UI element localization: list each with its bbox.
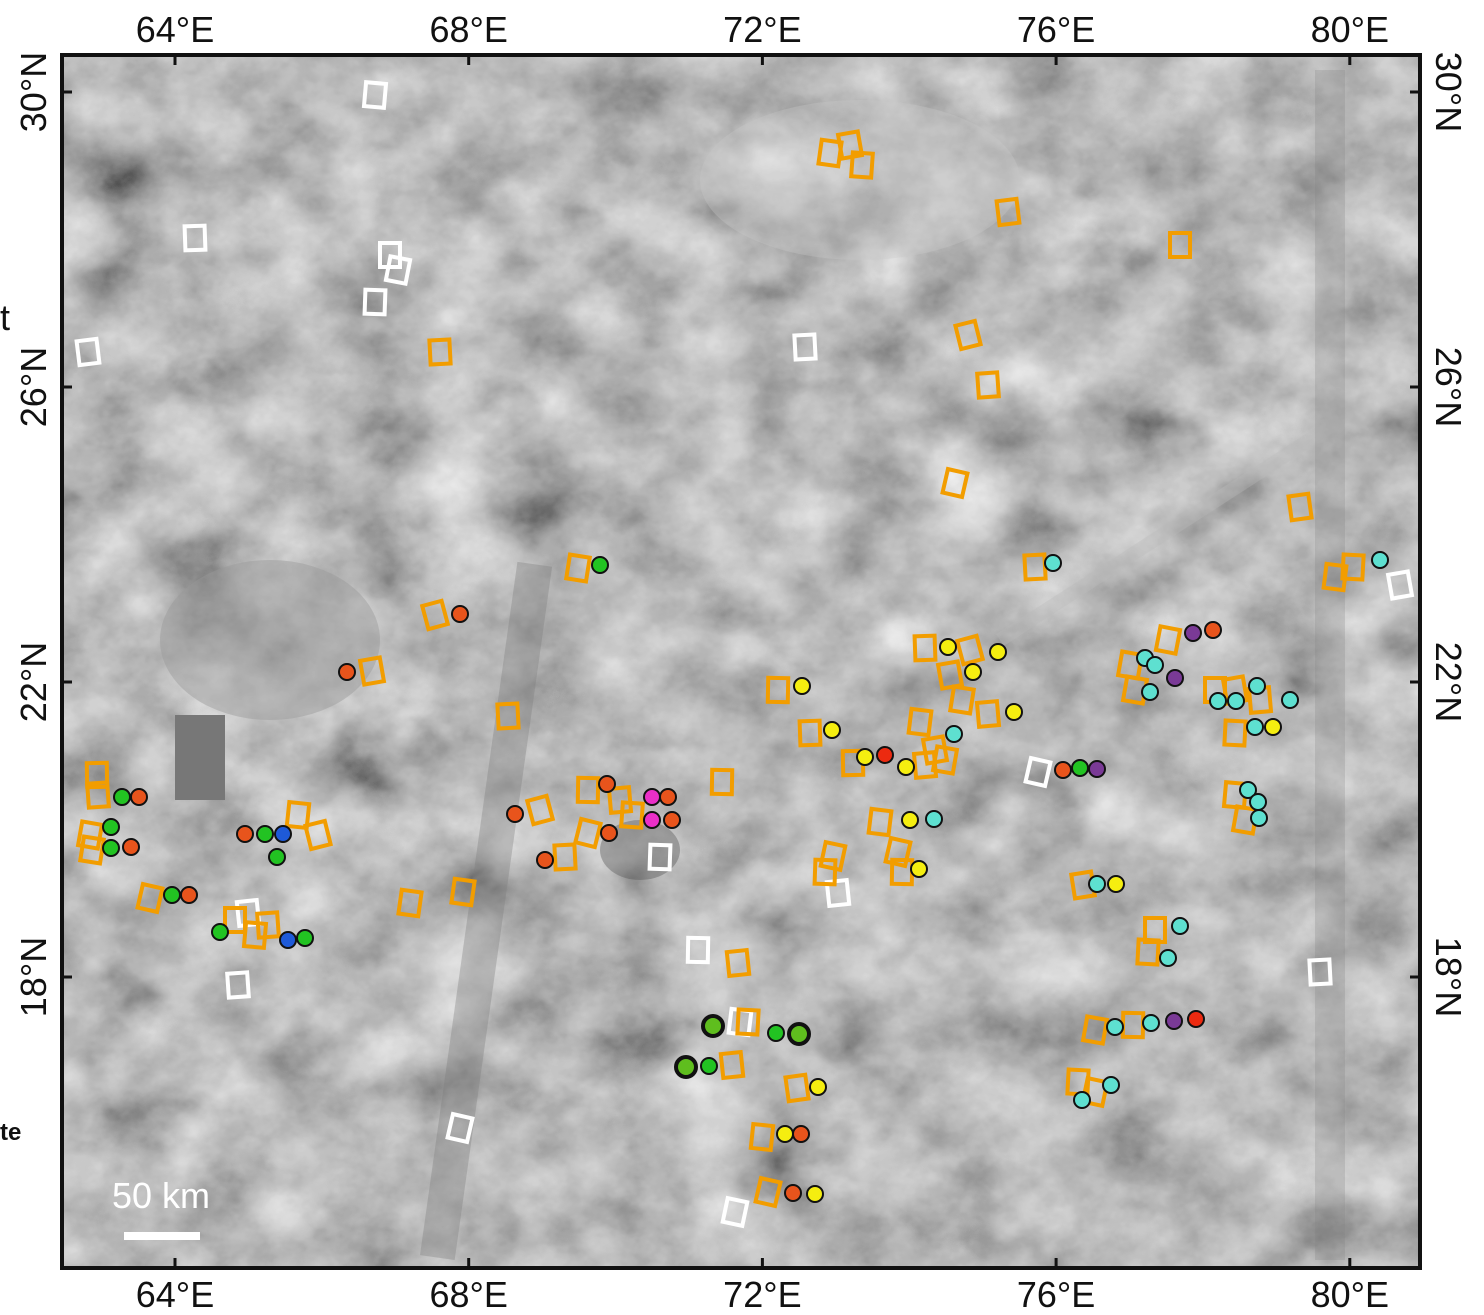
detection-marker bbox=[1250, 794, 1266, 810]
lat-label: 18°N bbox=[1428, 937, 1469, 1017]
detection-marker bbox=[1172, 918, 1188, 934]
detection-marker bbox=[1372, 552, 1388, 568]
detection-marker bbox=[181, 887, 197, 903]
scale-bar bbox=[124, 1232, 200, 1240]
lat-label: 30°N bbox=[1428, 52, 1469, 132]
lon-label: 72°E bbox=[723, 1274, 801, 1315]
detection-marker bbox=[1210, 693, 1226, 709]
detection-marker bbox=[990, 644, 1006, 660]
detection-marker bbox=[164, 887, 180, 903]
detection-marker bbox=[1167, 670, 1183, 686]
detection-marker bbox=[103, 819, 119, 835]
detection-marker bbox=[644, 812, 660, 828]
lat-label: 22°N bbox=[1428, 642, 1469, 722]
detection-marker bbox=[911, 861, 927, 877]
detection-marker bbox=[269, 849, 285, 865]
map-figure: 50 km t te 64°E 64°E 68°E 68°E 72°E 72°E 76°E 7… bbox=[0, 0, 1484, 1315]
detection-marker bbox=[452, 606, 468, 622]
detection-marker bbox=[1160, 950, 1176, 966]
detection-marker bbox=[965, 664, 981, 680]
detection-marker bbox=[1147, 657, 1163, 673]
detection-marker bbox=[1265, 719, 1281, 735]
lat-label: 26°N bbox=[1428, 347, 1469, 427]
detection-marker bbox=[664, 812, 680, 828]
detection-marker bbox=[1185, 625, 1201, 641]
detection-marker bbox=[1089, 761, 1105, 777]
detection-marker bbox=[785, 1185, 801, 1201]
detection-marker bbox=[103, 840, 119, 856]
detection-marker bbox=[1108, 876, 1124, 892]
detection-marker bbox=[280, 932, 296, 948]
detection-marker bbox=[807, 1186, 823, 1202]
detection-marker bbox=[857, 749, 873, 765]
detection-marker bbox=[1143, 1015, 1159, 1031]
detection-marker bbox=[123, 839, 139, 855]
detection-marker bbox=[824, 722, 840, 738]
detection-marker bbox=[592, 557, 608, 573]
edge-fragment: t bbox=[0, 297, 10, 338]
detection-marker bbox=[1107, 1019, 1123, 1035]
edge-fragment: te bbox=[0, 1119, 21, 1146]
detection-marker bbox=[1205, 622, 1221, 638]
lon-label: 68°E bbox=[429, 1274, 507, 1315]
detection-marker bbox=[1045, 555, 1061, 571]
detection-marker bbox=[777, 1126, 793, 1142]
detection-marker bbox=[793, 1126, 809, 1142]
detection-marker bbox=[701, 1058, 717, 1074]
lon-label: 72°E bbox=[723, 9, 801, 50]
detection-marker bbox=[275, 826, 291, 842]
detection-marker bbox=[660, 789, 676, 805]
detection-marker bbox=[794, 678, 810, 694]
lon-label: 76°E bbox=[1017, 9, 1095, 50]
detection-marker bbox=[297, 930, 313, 946]
detection-marker bbox=[926, 811, 942, 827]
detection-marker bbox=[1247, 719, 1263, 735]
lon-label: 64°E bbox=[136, 9, 214, 50]
detection-marker bbox=[212, 924, 228, 940]
detection-marker bbox=[940, 639, 956, 655]
detection-marker bbox=[1166, 1013, 1182, 1029]
detection-marker bbox=[1251, 810, 1267, 826]
lon-label: 64°E bbox=[136, 1274, 214, 1315]
lat-label: 18°N bbox=[13, 937, 54, 1017]
detection-marker bbox=[810, 1079, 826, 1095]
detection-marker bbox=[676, 1057, 696, 1077]
scale-label: 50 km bbox=[112, 1175, 210, 1216]
detection-marker bbox=[703, 1016, 723, 1036]
detection-marker bbox=[601, 825, 617, 841]
lat-label: 26°N bbox=[13, 347, 54, 427]
lat-label: 22°N bbox=[13, 642, 54, 722]
lon-label: 76°E bbox=[1017, 1274, 1095, 1315]
detection-marker bbox=[768, 1025, 784, 1041]
detection-marker bbox=[1072, 760, 1088, 776]
detection-marker bbox=[877, 747, 893, 763]
lon-label: 68°E bbox=[429, 9, 507, 50]
detection-marker bbox=[237, 826, 253, 842]
detection-marker bbox=[537, 852, 553, 868]
detection-marker bbox=[789, 1024, 809, 1044]
detection-marker bbox=[114, 789, 130, 805]
detection-marker bbox=[1249, 678, 1265, 694]
detection-marker bbox=[1089, 876, 1105, 892]
detection-marker bbox=[1006, 704, 1022, 720]
lon-label: 80°E bbox=[1311, 9, 1389, 50]
detection-marker bbox=[1188, 1011, 1204, 1027]
detection-marker bbox=[644, 789, 660, 805]
detection-marker bbox=[339, 664, 355, 680]
detection-marker bbox=[946, 726, 962, 742]
detection-marker bbox=[1103, 1077, 1119, 1093]
detection-marker bbox=[131, 789, 147, 805]
detection-marker bbox=[1074, 1092, 1090, 1108]
detection-marker bbox=[1055, 762, 1071, 778]
detection-marker bbox=[1282, 692, 1298, 708]
lon-label: 80°E bbox=[1311, 1274, 1389, 1315]
detection-marker bbox=[902, 812, 918, 828]
detection-marker bbox=[1228, 693, 1244, 709]
detection-marker bbox=[1142, 684, 1158, 700]
detection-marker bbox=[257, 826, 273, 842]
lat-label: 30°N bbox=[13, 52, 54, 132]
detection-marker bbox=[507, 806, 523, 822]
detection-marker bbox=[898, 759, 914, 775]
detection-marker bbox=[599, 776, 615, 792]
